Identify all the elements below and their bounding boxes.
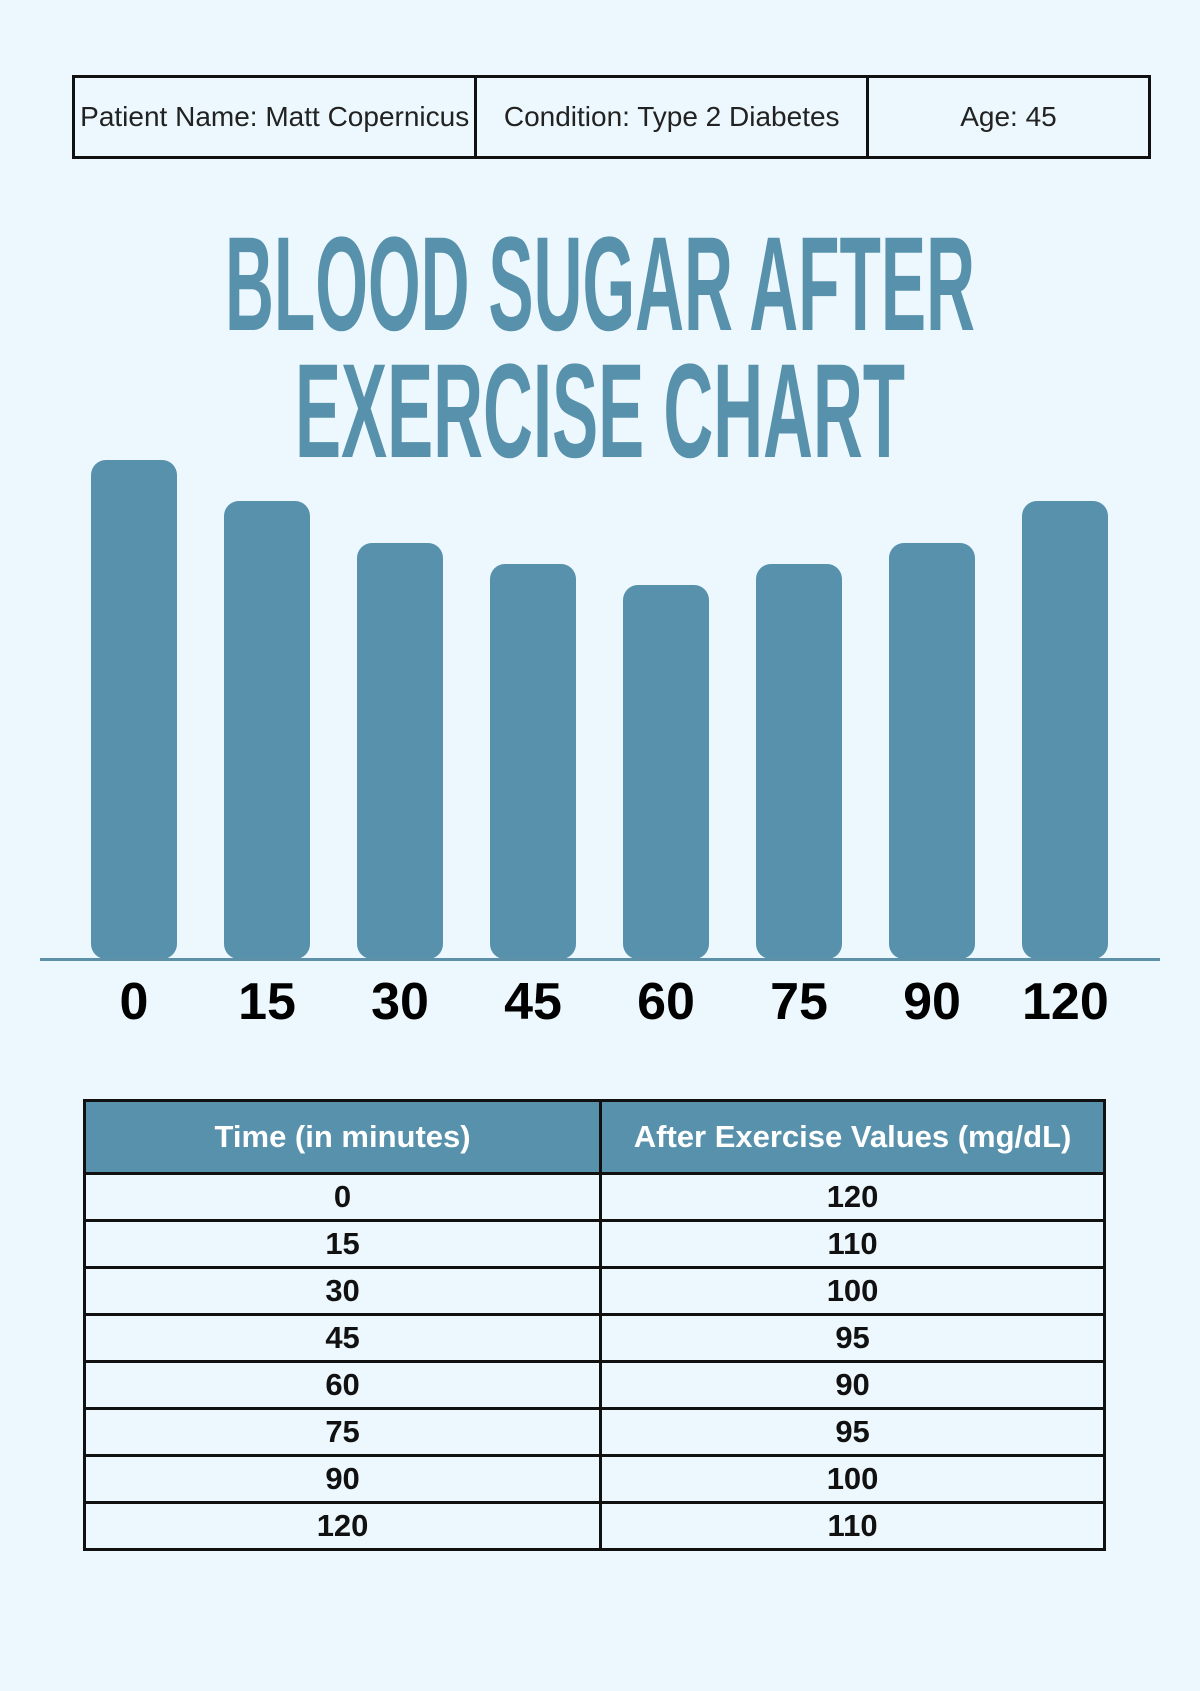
table-row: 15 110 xyxy=(82,1219,1106,1269)
bar-45-min xyxy=(490,564,576,959)
value-cell: 110 xyxy=(599,1501,1106,1551)
table-row: 0 120 xyxy=(82,1172,1106,1222)
patient-name-cell: Patient Name: Matt Copernicus xyxy=(75,78,478,156)
value-cell: 120 xyxy=(599,1172,1106,1222)
value-cell: 95 xyxy=(599,1407,1106,1457)
x-tick-label-60: 60 xyxy=(637,973,695,1031)
time-cell: 15 xyxy=(82,1219,603,1269)
value-cell: 110 xyxy=(599,1219,1106,1269)
x-tick-label-45: 45 xyxy=(504,973,562,1031)
table-row: 90 100 xyxy=(82,1454,1106,1504)
time-cell: 45 xyxy=(82,1313,603,1363)
patient-info-table: Patient Name: Matt Copernicus Condition:… xyxy=(72,75,1151,159)
x-tick-label-30: 30 xyxy=(371,973,429,1031)
value-cell: 95 xyxy=(599,1313,1106,1363)
table-header-row: Time (in minutes) After Exercise Values (… xyxy=(82,1099,1106,1175)
data-table: Time (in minutes) After Exercise Values (… xyxy=(82,1099,1106,1551)
x-axis-labels: 0 15 30 45 60 75 90 120 xyxy=(91,973,1109,1031)
table-row: 30 100 xyxy=(82,1266,1106,1316)
time-cell: 75 xyxy=(82,1407,603,1457)
condition-cell: Condition: Type 2 Diabetes xyxy=(477,78,870,156)
time-cell: 0 xyxy=(82,1172,603,1222)
bar-75-min xyxy=(756,564,842,959)
page-title: BLOOD SUGAR AFTER EXERCISE CHART xyxy=(225,222,975,472)
value-cell: 100 xyxy=(599,1454,1106,1504)
x-tick-label-15: 15 xyxy=(238,973,296,1031)
bar-30-min xyxy=(357,543,443,959)
table-row: 60 90 xyxy=(82,1360,1106,1410)
column-header-values: After Exercise Values (mg/dL) xyxy=(599,1099,1106,1175)
x-axis-line xyxy=(40,958,1160,961)
column-header-time: Time (in minutes) xyxy=(82,1099,603,1175)
table-row: 75 95 xyxy=(82,1407,1106,1457)
bar-15-min xyxy=(224,501,310,959)
bar-120-min xyxy=(1022,501,1108,959)
bar-90-min xyxy=(889,543,975,959)
x-tick-label-0: 0 xyxy=(119,973,149,1031)
page-title-line1: BLOOD SUGAR AFTER xyxy=(225,222,975,359)
x-tick-label-90: 90 xyxy=(903,973,961,1031)
table-row: 45 95 xyxy=(82,1313,1106,1363)
page-title-line2: EXERCISE CHART xyxy=(295,337,905,472)
value-cell: 100 xyxy=(599,1266,1106,1316)
bar-0-min xyxy=(91,460,177,959)
bars-container xyxy=(91,430,1108,959)
time-cell: 120 xyxy=(82,1501,603,1551)
age-cell: Age: 45 xyxy=(960,101,1057,132)
x-tick-label-75: 75 xyxy=(770,973,828,1031)
value-cell: 90 xyxy=(599,1360,1106,1410)
time-cell: 60 xyxy=(82,1360,603,1410)
x-tick-label-120: 120 xyxy=(1022,973,1109,1031)
time-cell: 90 xyxy=(82,1454,603,1504)
bar-60-min xyxy=(623,585,709,959)
table-row: 120 110 xyxy=(82,1501,1106,1551)
time-cell: 30 xyxy=(82,1266,603,1316)
